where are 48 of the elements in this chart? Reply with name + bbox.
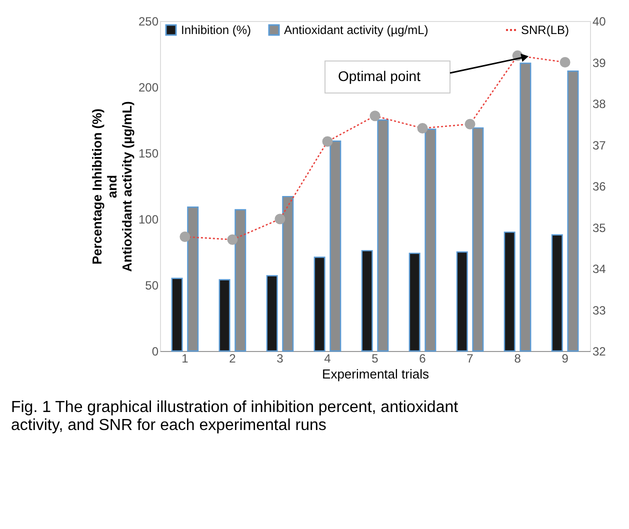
y2-tick-label: 35	[592, 220, 606, 235]
bar	[361, 250, 373, 352]
legend-label: Inhibition (%)	[181, 23, 252, 37]
x-tick-label: 4	[324, 352, 332, 366]
bar	[551, 234, 563, 352]
x-tick-label: 7	[466, 352, 474, 366]
y2-tick-label: 39	[592, 56, 606, 70]
annotation: Optimal point	[338, 68, 421, 84]
caption: Fig. 1 The graphical illustration of inhibition percent, antioxidant activity, and SNR for each experimental runs	[10, 399, 459, 434]
y-tick-label: 50	[145, 278, 159, 292]
y-tick-label: 150	[138, 146, 159, 160]
y2-tick-label: 34	[592, 262, 606, 276]
y2-tick-label: 32	[592, 344, 606, 358]
y2-tick-label: 40	[592, 14, 606, 28]
bar	[567, 70, 579, 352]
x-tick-label: 9	[562, 352, 569, 366]
x-tick-label: 5	[372, 352, 379, 366]
bar	[218, 279, 230, 352]
bar	[187, 206, 199, 352]
bar	[456, 251, 468, 352]
y2-tick-label: 36	[592, 180, 606, 194]
y-tick-label: 100	[138, 212, 159, 226]
x-tick-label: 6	[419, 352, 426, 366]
bar	[234, 209, 246, 352]
bar	[314, 256, 326, 352]
bar	[171, 278, 183, 352]
legend-label: Antioxidant activity (µg/mL)	[284, 23, 428, 37]
x-tick-label: 3	[276, 352, 284, 366]
bar	[472, 127, 484, 352]
x-tick-label: 2	[229, 352, 236, 366]
y-tick-label: 200	[138, 80, 159, 94]
bar	[424, 128, 436, 352]
bar	[330, 140, 342, 352]
x-axis-title: Experimental trials	[322, 366, 430, 382]
y2-tick-label: 37	[592, 138, 606, 152]
y-tick-label: 250	[138, 14, 159, 28]
y2-tick-label: 33	[592, 303, 606, 318]
x-tick-label: 1	[182, 352, 189, 366]
bar	[504, 232, 516, 352]
bar	[282, 196, 294, 352]
bar	[408, 252, 420, 352]
bar	[266, 275, 278, 352]
legend-label: SNR(LB)	[521, 23, 570, 37]
bar	[377, 119, 389, 352]
x-tick-label: 8	[514, 352, 522, 366]
y-tick-label: 0	[152, 344, 159, 358]
y2-tick-label: 38	[592, 97, 606, 111]
y-axis-title: Percentage Inhibition (%) and Antioxidant activity (µg/mL)	[89, 101, 134, 272]
